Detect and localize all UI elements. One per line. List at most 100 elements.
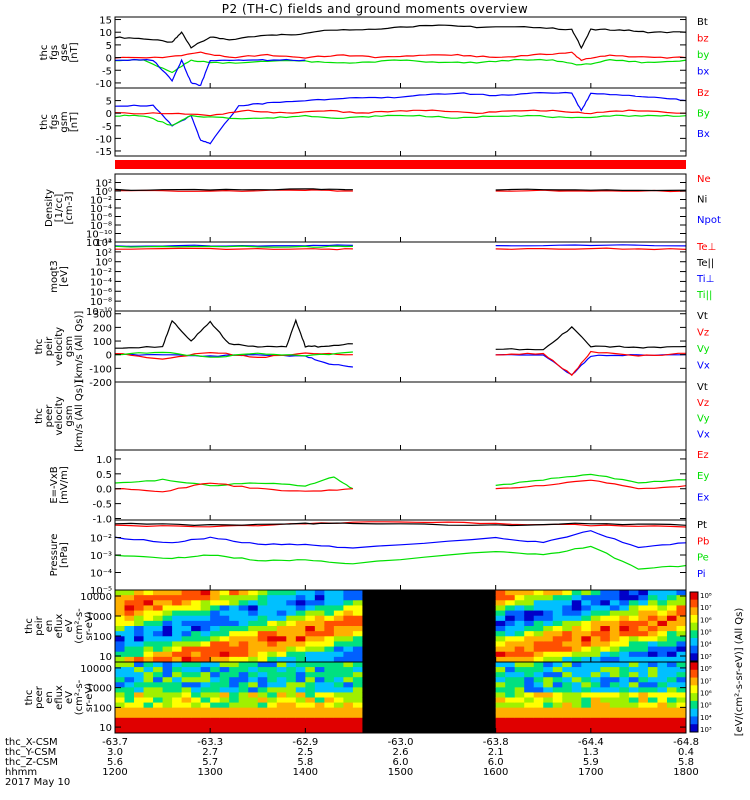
heatmap-cell <box>562 672 573 678</box>
heatmap-cell <box>438 692 449 698</box>
heatmap-cell <box>581 667 592 673</box>
heatmap-cell <box>314 600 325 606</box>
heatmap-cell <box>305 610 316 617</box>
heatmap-cell <box>533 646 544 653</box>
heatmap-cell <box>238 682 249 688</box>
y-axis-label: thc <box>39 45 50 61</box>
colorbar-cell <box>690 700 698 710</box>
heatmap-cell <box>352 610 363 617</box>
heatmap-cell <box>571 662 582 668</box>
heatmap-cell <box>495 667 506 673</box>
heatmap-cell <box>581 717 592 724</box>
x-tick-label: 6.0 <box>488 757 504 768</box>
heatmap-cell <box>581 600 592 606</box>
heatmap-cell <box>381 605 392 612</box>
heatmap-cell <box>115 722 126 729</box>
heatmap-cell <box>381 687 392 693</box>
heatmap-cell <box>162 615 173 622</box>
heatmap-cell <box>229 682 240 688</box>
heatmap-cell <box>305 662 316 668</box>
heatmap-cell <box>352 631 363 637</box>
heatmap-cell <box>609 656 620 663</box>
heatmap-cell <box>191 697 202 704</box>
heatmap-cell <box>143 682 154 688</box>
heatmap-cell <box>410 722 421 729</box>
heatmap-cell <box>172 712 183 719</box>
heatmap-cell <box>314 677 325 683</box>
heatmap-cell <box>400 641 411 648</box>
heatmap-cell <box>191 610 202 617</box>
colorbar-tick: 10⁴ <box>700 641 712 649</box>
heatmap-cell <box>628 646 639 653</box>
heatmap-cell <box>543 641 554 648</box>
heatmap-cell <box>590 646 601 653</box>
heatmap-cell <box>124 702 135 709</box>
heatmap-cell <box>267 590 278 596</box>
heatmap-cell <box>419 677 430 683</box>
heatmap-cell <box>457 697 468 704</box>
heatmap-cell <box>143 722 154 729</box>
heatmap-cell <box>419 717 430 724</box>
heatmap-cell <box>238 590 249 596</box>
heatmap-cell <box>153 646 164 653</box>
heatmap-cell <box>210 692 221 698</box>
heatmap-cell <box>533 631 544 637</box>
heatmap-cell <box>381 626 392 632</box>
heatmap-cell <box>181 707 192 714</box>
heatmap-cell <box>609 692 620 698</box>
colorbar-frame <box>689 591 699 662</box>
heatmap-cell <box>476 692 487 698</box>
heatmap-cell <box>191 590 202 596</box>
heatmap-cell <box>248 636 259 642</box>
heatmap-cell <box>181 677 192 683</box>
heatmap-cell <box>286 692 297 698</box>
heatmap-cell <box>486 687 497 693</box>
heatmap-cell <box>457 646 468 653</box>
heatmap-cell <box>333 641 344 648</box>
y-tick-label: 10⁰ <box>95 187 112 198</box>
heatmap-cell <box>619 610 630 617</box>
heatmap-cell <box>229 636 240 642</box>
heatmap-cell <box>600 626 611 632</box>
heatmap-cell <box>628 702 639 709</box>
heatmap-cell <box>343 717 354 724</box>
heatmap-cell <box>153 620 164 627</box>
heatmap-cell <box>647 702 658 709</box>
heatmap-cell <box>248 707 259 714</box>
x-tick-label: 1200 <box>102 767 127 778</box>
heatmap-cell <box>314 687 325 693</box>
heatmap-cell <box>343 677 354 683</box>
heatmap-cell <box>438 631 449 637</box>
heatmap-cell <box>666 610 677 617</box>
heatmap-cell <box>314 646 325 653</box>
heatmap-cell <box>286 677 297 683</box>
heatmap-cell <box>419 727 430 734</box>
heatmap-cell <box>419 651 430 658</box>
heatmap-cell <box>552 656 563 663</box>
heatmap-cell <box>371 662 382 668</box>
heatmap-cell <box>609 651 620 658</box>
heatmap-cell <box>124 677 135 683</box>
heatmap-cell <box>362 707 373 714</box>
panel-frame <box>114 449 687 521</box>
heatmap-cell <box>162 610 173 617</box>
heatmap-cell <box>343 636 354 642</box>
heatmap-cell <box>514 702 525 709</box>
heatmap-cell <box>276 692 287 698</box>
heatmap-cell <box>343 641 354 648</box>
heatmap-cell <box>533 672 544 678</box>
heatmap-cell <box>419 682 430 688</box>
y-axis-label: sr-eV) <box>84 683 95 712</box>
heatmap-cell <box>143 712 154 719</box>
heatmap-cell <box>400 605 411 612</box>
heatmap-cell <box>524 615 535 622</box>
heatmap-cell <box>429 600 440 606</box>
heatmap-cell <box>219 605 230 612</box>
heatmap-cell <box>219 620 230 627</box>
heatmap-cell <box>571 687 582 693</box>
heatmap-cell <box>153 631 164 637</box>
heatmap-cell <box>590 672 601 678</box>
heatmap-cell <box>295 615 306 622</box>
heatmap-cell <box>295 692 306 698</box>
heatmap-cell <box>676 682 687 688</box>
